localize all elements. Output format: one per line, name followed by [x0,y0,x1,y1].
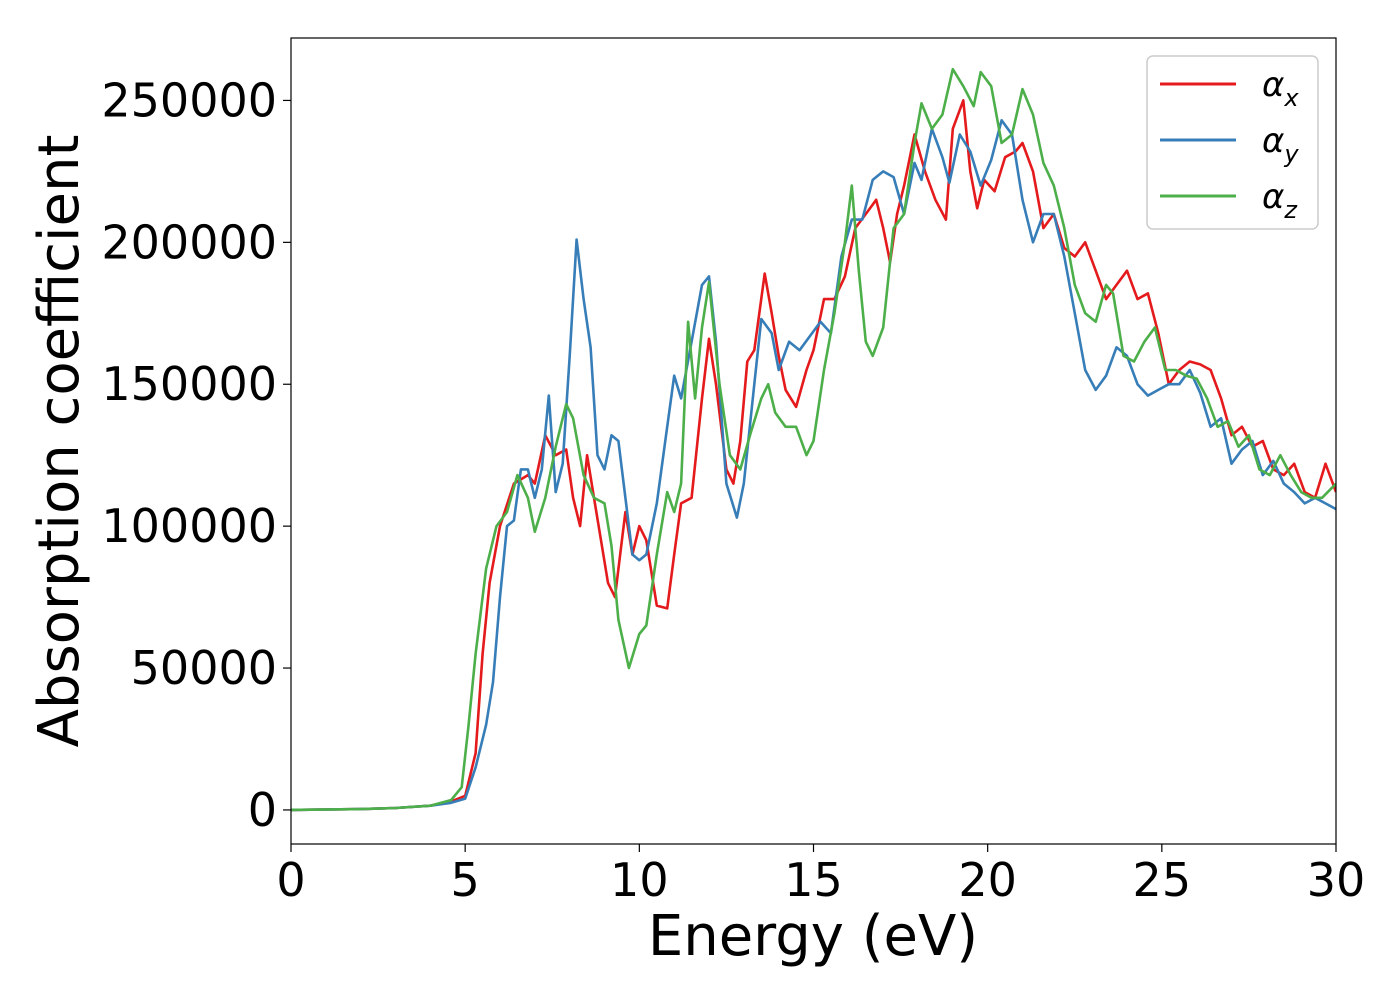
x-tick-label: 0 [276,853,305,907]
legend-label-alpha-x: αx [1262,65,1299,112]
x-tick-label: 5 [451,853,480,907]
ticks-layer: 0 5 10 15 20 25 30 0 50000 100000 150000 200000 2500… [101,73,1365,907]
series-line-alpha-x [291,99,1336,812]
y-tick-label: 200000 [101,215,277,269]
y-tick-label: 0 [248,783,277,837]
x-tick-label: 10 [610,853,669,907]
x-tick-label: 20 [958,853,1017,907]
series-line-alpha-z [291,67,1336,812]
y-tick-label: 250000 [101,73,277,127]
legend-box [1146,55,1319,230]
y-tick-label: 50000 [131,641,277,695]
y-axis-title: Absorption coefficient [27,135,92,748]
x-tick-label: 30 [1307,853,1366,907]
series-layer [291,67,1336,812]
x-axis-title: Energy (eV) [648,904,978,969]
x-tick-label: 15 [784,853,843,907]
y-tick-label: 100000 [101,499,277,553]
x-tick-label: 25 [1133,853,1192,907]
series-line-alpha-y [291,119,1336,812]
y-tick-label: 150000 [101,357,277,411]
